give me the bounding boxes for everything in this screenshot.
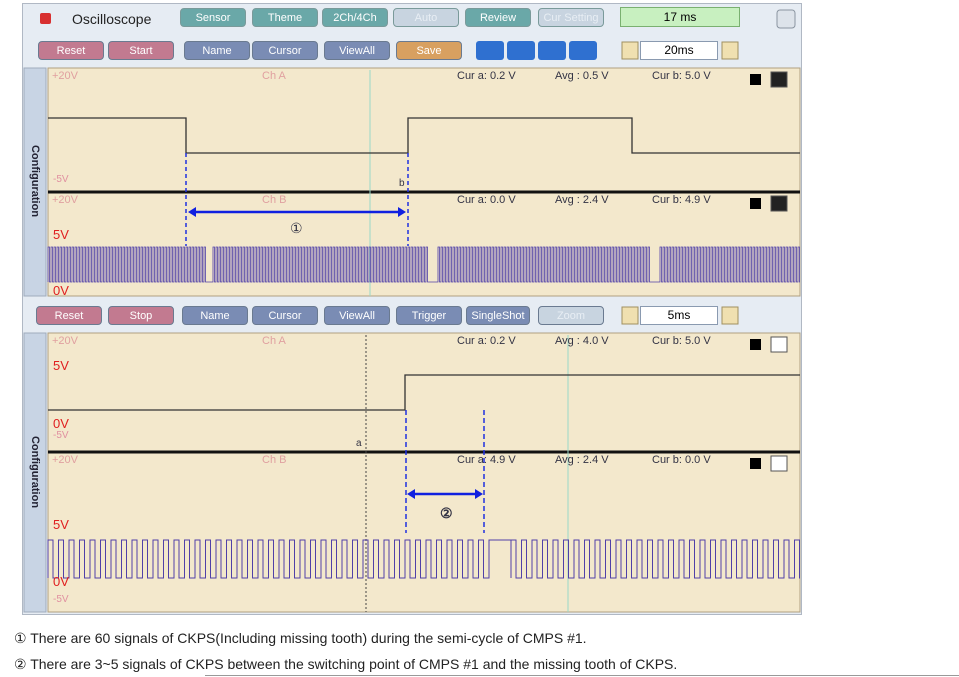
- side-label: Configuration: [29, 435, 41, 508]
- button[interactable]: Zoom: [538, 306, 604, 325]
- channel-name: Ch A: [262, 335, 286, 347]
- annotation: ②: [440, 505, 453, 521]
- rule: [205, 675, 959, 676]
- channel-name: Ch B: [262, 194, 287, 206]
- channel-icon: [770, 336, 788, 353]
- annotation: ①: [290, 220, 303, 236]
- button[interactable]: SingleShot: [466, 306, 530, 325]
- plot-area: [47, 332, 801, 613]
- button[interactable]: Stop: [108, 306, 174, 325]
- button[interactable]: Save: [396, 41, 462, 60]
- tab[interactable]: Theme: [252, 8, 318, 27]
- range-max: +20V: [52, 454, 78, 466]
- button[interactable]: Trigger: [396, 306, 462, 325]
- side-strip: [23, 67, 47, 297]
- tab[interactable]: Sensor: [180, 8, 246, 27]
- app-icon: [40, 13, 51, 24]
- arrow-head: [407, 489, 483, 499]
- button[interactable]: Name: [182, 306, 248, 325]
- menu-icon: [776, 9, 796, 29]
- average: Avg : 2.4 V: [555, 454, 609, 466]
- ch-b-wave: [47, 539, 800, 579]
- range-max: +20V: [52, 335, 78, 347]
- app-title: Oscilloscope: [72, 11, 152, 27]
- time-box: 17 ms: [620, 7, 740, 27]
- cursor-b: Cur b: 4.9 V: [652, 194, 711, 206]
- button[interactable]: Cursor: [252, 306, 318, 325]
- cursor-a: Cur a: 4.9 V: [457, 454, 516, 466]
- nav-button: [476, 41, 504, 60]
- tab[interactable]: Review: [465, 8, 531, 27]
- timebase[interactable]: 5ms: [640, 306, 718, 325]
- timebase[interactable]: 20ms: [640, 41, 718, 60]
- level-label: -5V: [53, 430, 69, 441]
- level-label: -5V: [53, 594, 69, 605]
- channel-icon: [750, 198, 761, 209]
- average: Avg : 0.5 V: [555, 70, 609, 82]
- button[interactable]: Start: [108, 41, 174, 60]
- channel-name: Ch B: [262, 454, 287, 466]
- divider: [48, 450, 800, 454]
- side-strip: [23, 332, 47, 613]
- divider: [48, 190, 800, 194]
- cursor-marker: a: [356, 438, 362, 449]
- cursor-a: Cur a: 0.2 V: [457, 335, 516, 347]
- button[interactable]: Reset: [36, 306, 102, 325]
- channel-icon: [770, 195, 788, 212]
- ch-b-wave: [47, 246, 800, 283]
- tab[interactable]: Auto: [393, 8, 459, 27]
- level-label: 5V: [53, 358, 69, 373]
- level-label: -5V: [53, 174, 69, 185]
- cursor-marker: b: [399, 178, 405, 189]
- nav-button: [569, 41, 597, 60]
- channel-icon: [770, 455, 788, 472]
- channel-icon: [750, 458, 761, 469]
- cursor-a: Cur a: 0.2 V: [457, 70, 516, 82]
- note: ① There are 60 signals of CKPS(Including…: [14, 630, 587, 646]
- channel-icon: [750, 339, 761, 350]
- channel-name: Ch A: [262, 70, 286, 82]
- arrow-button: [621, 41, 639, 60]
- side-label: Configuration: [29, 144, 41, 218]
- arrow-button: [621, 306, 639, 325]
- button[interactable]: ViewAll: [324, 306, 390, 325]
- button[interactable]: Cursor: [252, 41, 318, 60]
- cursor-a: Cur a: 0.0 V: [457, 194, 516, 206]
- level-label: 0V: [53, 574, 69, 589]
- range-max: +20V: [52, 70, 78, 82]
- tab[interactable]: 2Ch/4Ch: [322, 8, 388, 27]
- note: ② There are 3~5 signals of CKPS between …: [14, 656, 678, 672]
- level-label: 5V: [53, 227, 69, 242]
- arrow-button: [721, 41, 739, 60]
- cursor-b: Cur b: 5.0 V: [652, 335, 711, 347]
- level-label: 5V: [53, 517, 69, 532]
- arrow-button: [721, 306, 739, 325]
- nav-button: [507, 41, 535, 60]
- ch-a-wave: [48, 117, 800, 154]
- channel-icon: [750, 74, 761, 85]
- cursor-b: Cur b: 0.0 V: [652, 454, 711, 466]
- cursor-b: Cur b: 5.0 V: [652, 70, 711, 82]
- nav-button: [538, 41, 566, 60]
- range-max: +20V: [52, 194, 78, 206]
- tab[interactable]: Cur Setting: [538, 8, 604, 27]
- average: Avg : 2.4 V: [555, 194, 609, 206]
- button[interactable]: ViewAll: [324, 41, 390, 60]
- button[interactable]: Name: [184, 41, 250, 60]
- average: Avg : 4.0 V: [555, 335, 609, 347]
- channel-icon: [770, 71, 788, 88]
- button[interactable]: Reset: [38, 41, 104, 60]
- level-label: 0V: [53, 416, 69, 431]
- level-label: 0V: [53, 283, 69, 298]
- ch-a-wave: [48, 374, 800, 411]
